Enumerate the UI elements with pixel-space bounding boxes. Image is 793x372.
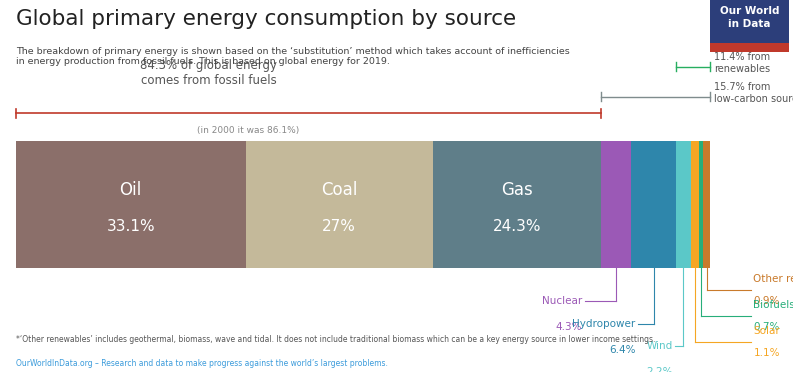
Text: Hydropower: Hydropower	[572, 319, 635, 328]
Text: 11.4% from
renewables: 11.4% from renewables	[714, 52, 770, 74]
Text: Oil: Oil	[120, 181, 142, 199]
Text: Other renewables*: Other renewables*	[753, 274, 793, 284]
Text: (in 2000 it was 86.1%): (in 2000 it was 86.1%)	[197, 126, 300, 135]
Text: Gas: Gas	[501, 181, 533, 199]
Text: 33.1%: 33.1%	[106, 219, 155, 234]
Text: 0.9%: 0.9%	[753, 296, 780, 306]
Text: 0.7%: 0.7%	[753, 323, 780, 332]
FancyBboxPatch shape	[710, 0, 789, 52]
FancyBboxPatch shape	[676, 141, 691, 268]
Text: Global primary energy consumption by source: Global primary energy consumption by sou…	[16, 9, 516, 29]
Text: Nuclear: Nuclear	[542, 296, 582, 306]
Text: OurWorldInData.org – Research and data to make progress against the world’s larg: OurWorldInData.org – Research and data t…	[16, 359, 388, 368]
FancyBboxPatch shape	[710, 43, 789, 52]
FancyBboxPatch shape	[691, 141, 699, 268]
Text: Our World
in Data: Our World in Data	[719, 6, 780, 29]
FancyBboxPatch shape	[602, 141, 631, 268]
FancyBboxPatch shape	[631, 141, 676, 268]
FancyBboxPatch shape	[433, 141, 602, 268]
FancyBboxPatch shape	[703, 141, 710, 268]
Text: 6.4%: 6.4%	[609, 345, 635, 355]
Text: Solar: Solar	[753, 326, 780, 336]
Text: 4.3%: 4.3%	[556, 323, 582, 332]
Text: Biofuels: Biofuels	[753, 300, 793, 310]
FancyBboxPatch shape	[16, 141, 246, 268]
Text: 1.1%: 1.1%	[753, 349, 780, 358]
Text: 84.3% of global energy
comes from fossil fuels: 84.3% of global energy comes from fossil…	[140, 60, 278, 87]
Text: Wind: Wind	[647, 341, 673, 351]
Text: 24.3%: 24.3%	[493, 219, 542, 234]
Text: 27%: 27%	[322, 219, 356, 234]
Text: 15.7% from
low-carbon sources: 15.7% from low-carbon sources	[714, 82, 793, 104]
Text: *‘Other renewables’ includes geothermal, biomass, wave and tidal. It does not in: *‘Other renewables’ includes geothermal,…	[16, 335, 655, 344]
Text: 2.2%: 2.2%	[646, 367, 673, 372]
FancyBboxPatch shape	[699, 141, 703, 268]
Text: Coal: Coal	[321, 181, 358, 199]
Text: The breakdown of primary energy is shown based on the ‘substitution’ method whic: The breakdown of primary energy is shown…	[16, 46, 569, 66]
FancyBboxPatch shape	[246, 141, 433, 268]
